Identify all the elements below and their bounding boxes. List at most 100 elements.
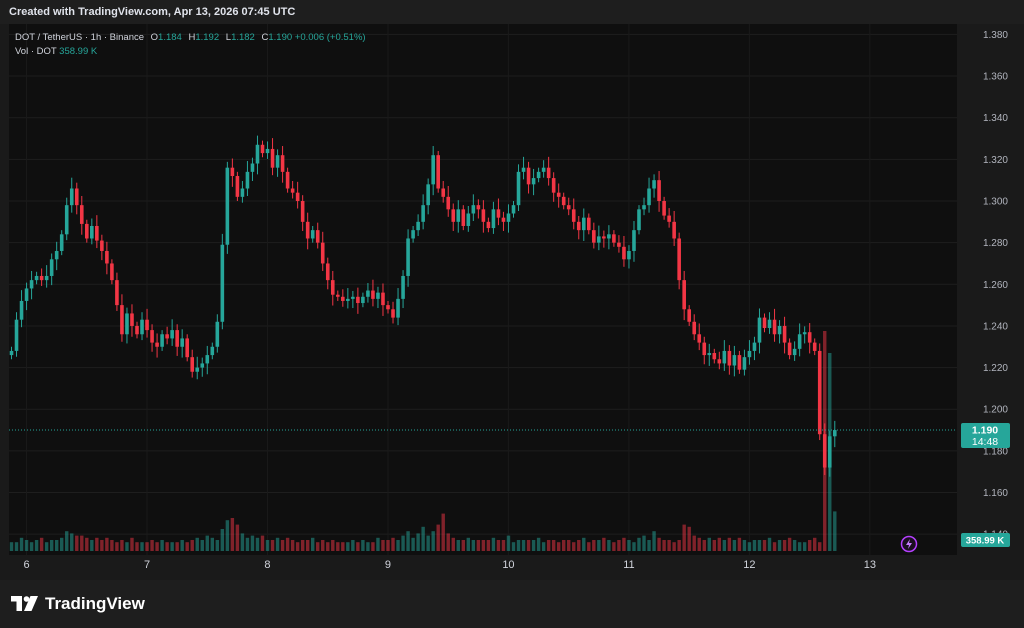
- volume-bar: [321, 540, 325, 551]
- candle-body: [486, 221, 491, 229]
- candle-body: [491, 209, 496, 229]
- volume-bar: [602, 537, 606, 551]
- candle-body: [391, 309, 395, 318]
- candle-body: [260, 144, 265, 154]
- candle-body: [190, 357, 195, 372]
- volume-bar: [451, 537, 455, 551]
- price-tick-label: 1.220: [983, 363, 1008, 374]
- high-label: H: [188, 32, 196, 43]
- volume-bar: [235, 524, 240, 551]
- volume-bar: [336, 542, 340, 551]
- volume-bar: [190, 540, 194, 551]
- volume-bar: [647, 540, 651, 551]
- volume-bar: [813, 537, 817, 551]
- volume-bar: [225, 520, 230, 551]
- plot-area[interactable]: [9, 24, 957, 555]
- volume-bar: [260, 535, 265, 551]
- candle-body: [220, 244, 225, 322]
- candle-body: [295, 192, 300, 201]
- candle-body: [195, 367, 200, 372]
- candle-body: [120, 305, 124, 335]
- volume-bar: [185, 542, 189, 551]
- candle-body: [627, 250, 631, 260]
- close-value: 1.190: [268, 32, 293, 43]
- candle-body: [315, 230, 320, 243]
- volume-bar: [145, 542, 149, 551]
- candle-body: [346, 298, 350, 301]
- candle-body: [727, 350, 732, 366]
- volume-bar: [80, 535, 84, 551]
- candle-body: [225, 167, 230, 245]
- volume-bar: [551, 540, 556, 551]
- time-tick-label: 8: [264, 559, 270, 571]
- volume-bar: [657, 537, 661, 551]
- change-value: +0.006 (+0.51%): [294, 32, 366, 43]
- volume-bar: [692, 535, 696, 551]
- candle-body: [341, 296, 345, 301]
- volume-bar: [687, 526, 691, 551]
- candle-body: [170, 330, 174, 339]
- candle-body: [376, 292, 380, 299]
- candle-body: [697, 334, 702, 343]
- volume-bar: [346, 542, 350, 551]
- high-value: 1.192: [195, 32, 220, 43]
- candle-body: [85, 223, 89, 239]
- candle-body: [456, 209, 461, 222]
- volume-bar: [411, 537, 415, 551]
- candle-body: [431, 155, 435, 185]
- volume-bar: [541, 542, 546, 551]
- volume-bar: [577, 540, 581, 551]
- price-tick-label: 1.380: [983, 30, 1008, 41]
- volume-bar: [150, 540, 154, 551]
- volume-bar: [406, 531, 410, 551]
- candle-body: [135, 325, 139, 335]
- volume-bar: [255, 537, 260, 551]
- candle-body: [476, 205, 481, 210]
- candle-body: [506, 213, 511, 222]
- volume-bar: [135, 542, 139, 551]
- volume-bar: [85, 537, 89, 551]
- candle-body: [436, 155, 440, 189]
- volume-bar: [707, 537, 711, 551]
- candle-body: [622, 246, 626, 260]
- candle-body: [566, 205, 571, 210]
- candle-body: [581, 217, 586, 231]
- volume-bar: [597, 540, 601, 551]
- candle-body: [215, 321, 220, 347]
- low-label: L: [225, 32, 232, 43]
- volume-bar: [331, 540, 335, 551]
- candle-body: [250, 163, 255, 172]
- volume-bar: [833, 511, 837, 551]
- candle-body: [737, 355, 742, 370]
- volume-bar: [727, 537, 732, 551]
- candle-body: [411, 230, 415, 239]
- volume-bar: [100, 540, 104, 551]
- tradingview-logo[interactable]: TradingView: [11, 592, 145, 616]
- volume-bar: [556, 542, 561, 551]
- volume-bar: [667, 540, 671, 551]
- volume-bar: [516, 540, 521, 551]
- candle-body: [185, 338, 189, 358]
- volume-bar: [807, 540, 812, 551]
- candle-body: [707, 353, 712, 356]
- candle-body: [356, 296, 360, 304]
- volume-bar: [662, 540, 666, 551]
- candle-body: [496, 209, 501, 218]
- candle-body: [90, 225, 94, 239]
- countdown-value: 14:48: [972, 436, 998, 448]
- candle-body: [320, 242, 325, 264]
- candle-body: [74, 188, 79, 206]
- volume-tag-value: 358.99 K: [966, 536, 1005, 547]
- volume-bar: [295, 542, 300, 551]
- volume-bar: [526, 540, 531, 551]
- candle-body: [526, 167, 531, 185]
- candle-body: [19, 300, 24, 320]
- symbol-label[interactable]: DOT / TetherUS · 1h · Binance: [15, 32, 145, 43]
- candle-body: [290, 188, 295, 193]
- volume-bar: [401, 535, 405, 551]
- volume-bar: [120, 540, 124, 551]
- volume-bar: [531, 540, 536, 551]
- volume-bar: [60, 537, 64, 551]
- volume-bar: [115, 542, 119, 551]
